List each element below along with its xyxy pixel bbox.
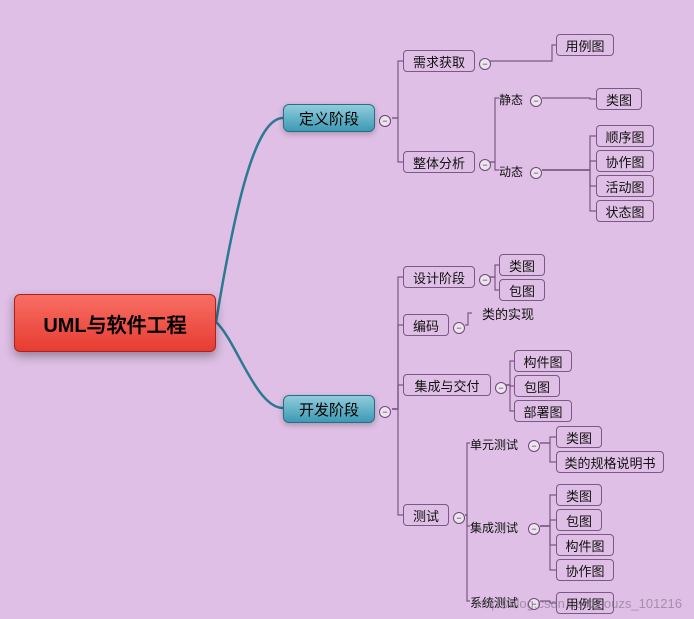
node-pkgDg2[interactable]: 包图 (514, 375, 560, 397)
collapse-toggle-icon[interactable]: − (528, 440, 540, 452)
edge-straight (540, 495, 556, 526)
edge-straight (506, 385, 514, 411)
node-defPhase[interactable]: 定义阶段 (283, 104, 375, 132)
edge-straight (392, 277, 403, 409)
edge-straight (392, 325, 403, 409)
edge-straight (392, 61, 403, 118)
node-compDg1[interactable]: 构件图 (514, 350, 572, 372)
edge-straight (542, 161, 596, 170)
node-compDg2[interactable]: 构件图 (556, 534, 614, 556)
node-classDg2[interactable]: 类图 (499, 254, 545, 276)
edge-straight (465, 313, 472, 325)
edge-curved (216, 322, 283, 408)
edge-straight (540, 526, 556, 545)
watermark-text: http://blog.csdn.net/zhouzs_101216 (477, 596, 682, 611)
node-testing[interactable]: 测试 (403, 504, 449, 526)
edge-straight (542, 98, 596, 99)
node-collabDg[interactable]: 协作图 (596, 150, 654, 172)
node-reqGet[interactable]: 需求获取 (403, 50, 475, 72)
collapse-toggle-icon[interactable]: − (379, 406, 391, 418)
node-intDel[interactable]: 集成与交付 (403, 374, 491, 396)
edge-straight (540, 437, 556, 443)
node-classImpl[interactable]: 类的实现 (472, 302, 544, 324)
edge-straight (490, 45, 556, 61)
node-classDg3[interactable]: 类图 (556, 426, 602, 448)
label-static: 静态 (499, 91, 523, 108)
edge-straight (392, 118, 403, 162)
edge-straight (490, 162, 499, 170)
edge-straight (465, 443, 470, 515)
node-classDg1[interactable]: 类图 (596, 88, 642, 110)
collapse-toggle-icon[interactable]: − (479, 58, 491, 70)
node-deployDg[interactable]: 部署图 (514, 400, 572, 422)
node-classSpec[interactable]: 类的规格说明书 (556, 451, 664, 473)
node-actDg[interactable]: 活动图 (596, 175, 654, 197)
collapse-toggle-icon[interactable]: − (453, 322, 465, 334)
edge-straight (490, 277, 499, 290)
node-stateDg[interactable]: 状态图 (596, 200, 654, 222)
node-root[interactable]: UML与软件工程 (14, 294, 216, 352)
collapse-toggle-icon[interactable]: − (530, 167, 542, 179)
node-classDg4[interactable]: 类图 (556, 484, 602, 506)
edge-straight (540, 526, 556, 570)
edge-curved (216, 118, 283, 322)
collapse-toggle-icon[interactable]: − (479, 274, 491, 286)
edge-straight (506, 385, 514, 386)
edge-straight (542, 170, 596, 211)
collapse-toggle-icon[interactable]: − (530, 95, 542, 107)
node-seqDg[interactable]: 顺序图 (596, 125, 654, 147)
edge-straight (392, 385, 403, 409)
edge-straight (540, 520, 556, 526)
edge-straight (490, 98, 499, 162)
label-intTest: 集成测试 (470, 519, 518, 536)
label-dynamic: 动态 (499, 163, 523, 180)
node-designPh[interactable]: 设计阶段 (403, 266, 475, 288)
collapse-toggle-icon[interactable]: − (479, 159, 491, 171)
collapse-toggle-icon[interactable]: − (528, 523, 540, 535)
collapse-toggle-icon[interactable]: − (379, 115, 391, 127)
edge-straight (490, 265, 499, 277)
edge-straight (540, 443, 556, 462)
node-pkgDg3[interactable]: 包图 (556, 509, 602, 531)
edge-straight (506, 361, 514, 385)
collapse-toggle-icon[interactable]: − (495, 382, 507, 394)
node-devPhase[interactable]: 开发阶段 (283, 395, 375, 423)
node-collabDg2[interactable]: 协作图 (556, 559, 614, 581)
edge-straight (392, 409, 403, 515)
node-coding[interactable]: 编码 (403, 314, 449, 336)
label-unitTest: 单元测试 (470, 436, 518, 453)
node-useCase1[interactable]: 用例图 (556, 34, 614, 56)
node-pkgDg1[interactable]: 包图 (499, 279, 545, 301)
edge-straight (542, 136, 596, 170)
collapse-toggle-icon[interactable]: − (453, 512, 465, 524)
node-wholeAna[interactable]: 整体分析 (403, 151, 475, 173)
edge-straight (542, 170, 596, 186)
